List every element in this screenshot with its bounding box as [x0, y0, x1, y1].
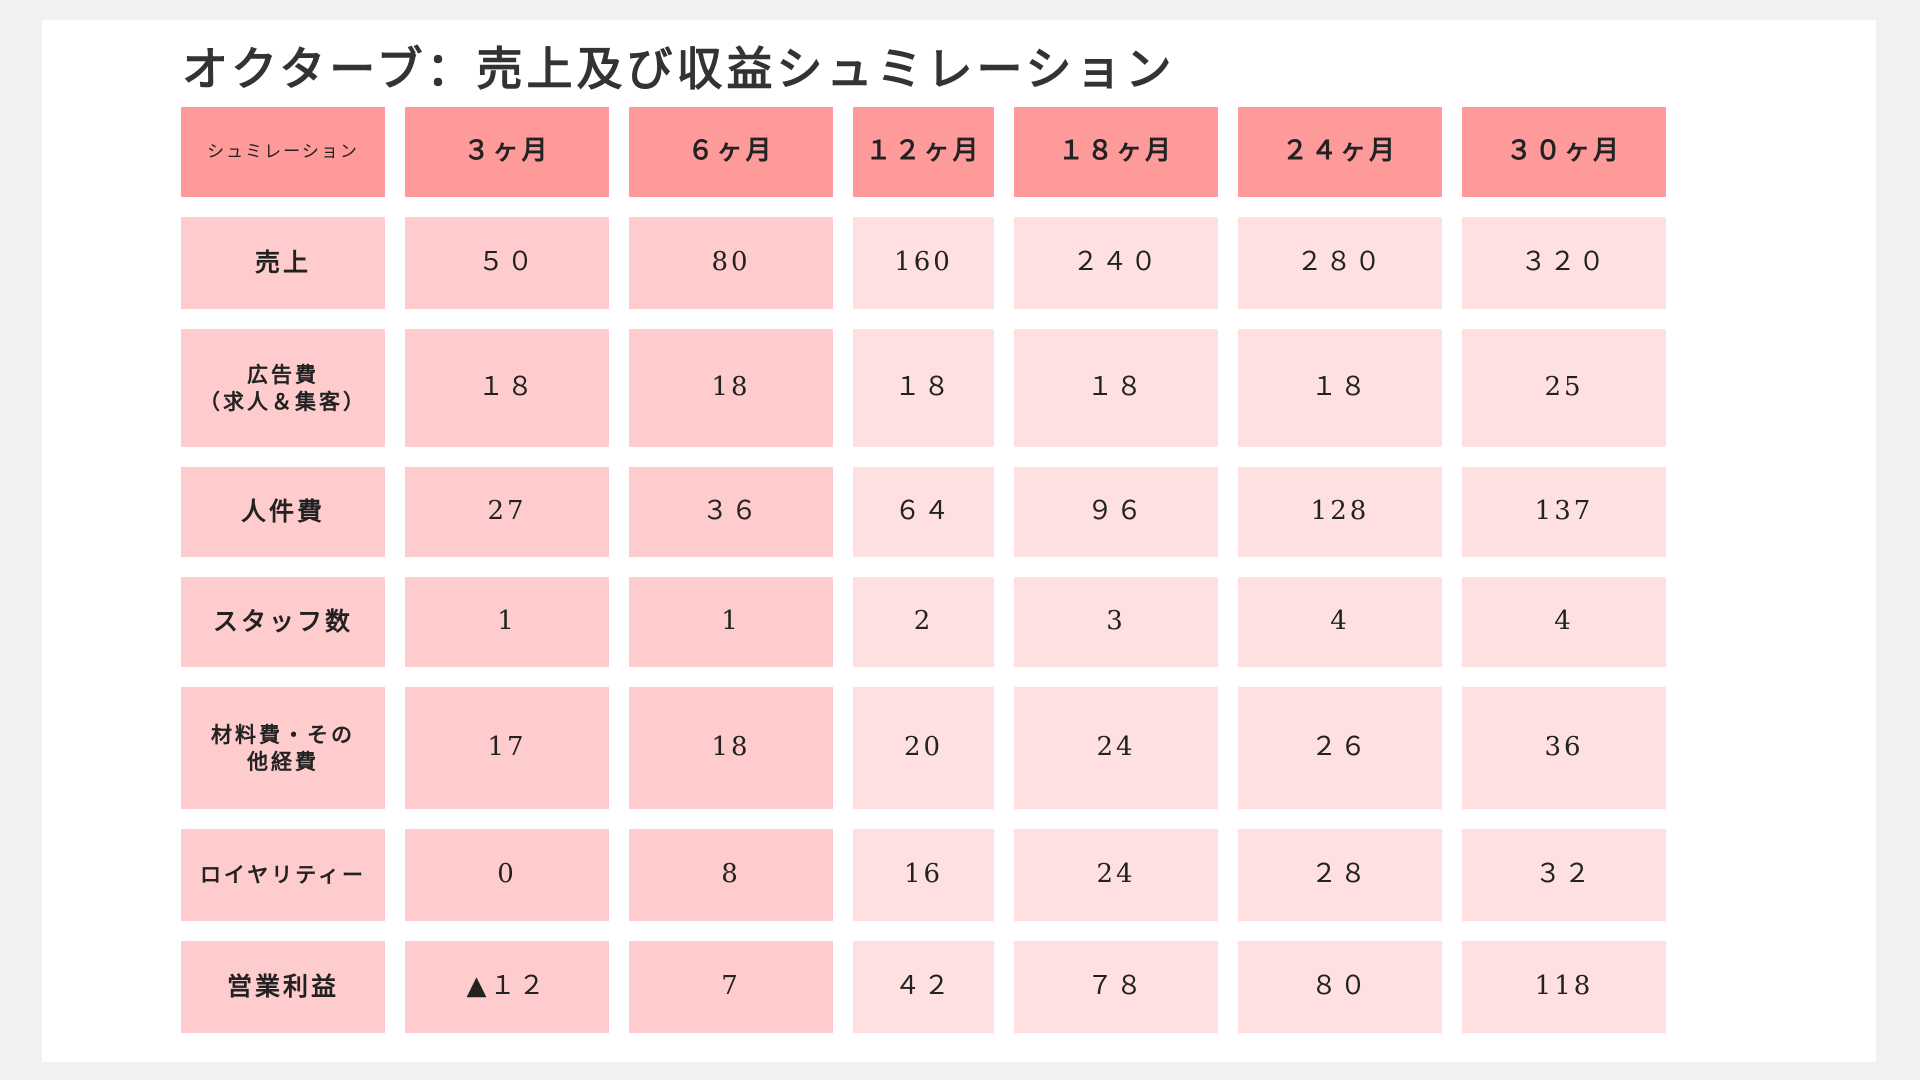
table-cell: ２４０ — [1014, 217, 1218, 309]
table-cell: 118 — [1462, 941, 1666, 1033]
table-cell: 7 — [629, 941, 833, 1033]
table-cell: 8 — [629, 829, 833, 921]
table-header-cell: ６ヶ月 — [629, 107, 833, 197]
table-header-cell: １２ヶ月 — [853, 107, 994, 197]
row-label-personnel: 人件費 — [181, 467, 385, 557]
table-cell: 17 — [405, 687, 609, 809]
table-cell: 16 — [853, 829, 994, 921]
table-header-cell: １８ヶ月 — [1014, 107, 1218, 197]
table-cell: ▲１２ — [405, 941, 609, 1033]
row-label-sales: 売上 — [181, 217, 385, 309]
row-label-operating-profit: 営業利益 — [181, 941, 385, 1033]
table-cell: １８ — [405, 329, 609, 447]
table-cell: 0 — [405, 829, 609, 921]
table-cell: 160 — [853, 217, 994, 309]
simulation-table: シュミレーション ３ヶ月 ６ヶ月 １２ヶ月 １８ヶ月 ２４ヶ月 ３０ヶ月 売上 … — [181, 107, 1666, 1033]
table-cell: 3 — [1014, 577, 1218, 667]
table-cell: 18 — [629, 687, 833, 809]
table-cell: １８ — [1238, 329, 1442, 447]
table-cell: ３２ — [1462, 829, 1666, 921]
table-cell: 24 — [1014, 829, 1218, 921]
table-header-cell: ２４ヶ月 — [1238, 107, 1442, 197]
row-label-advertising: 広告費 （求人＆集客） — [181, 329, 385, 447]
page-title: オクターブ：売上及び収益シュミレーション — [182, 42, 1176, 96]
table-cell: 1 — [629, 577, 833, 667]
table-cell: ２８ — [1238, 829, 1442, 921]
table-cell: 137 — [1462, 467, 1666, 557]
table-cell: 25 — [1462, 329, 1666, 447]
table-cell: １８ — [853, 329, 994, 447]
table-header-cell: ３０ヶ月 — [1462, 107, 1666, 197]
table-cell: 18 — [629, 329, 833, 447]
table-cell: １８ — [1014, 329, 1218, 447]
table-cell: ３２０ — [1462, 217, 1666, 309]
table-cell: ３６ — [629, 467, 833, 557]
table-cell: 36 — [1462, 687, 1666, 809]
table-cell: ５０ — [405, 217, 609, 309]
table-cell: ８０ — [1238, 941, 1442, 1033]
table-cell: ７８ — [1014, 941, 1218, 1033]
table-cell: ４２ — [853, 941, 994, 1033]
table-cell: 4 — [1238, 577, 1442, 667]
table-cell: 1 — [405, 577, 609, 667]
table-cell: 128 — [1238, 467, 1442, 557]
table-cell: ６４ — [853, 467, 994, 557]
table-cell: 80 — [629, 217, 833, 309]
slide: オクターブ：売上及び収益シュミレーション シュミレーション ３ヶ月 ６ヶ月 １２… — [42, 20, 1876, 1062]
table-cell: ２８０ — [1238, 217, 1442, 309]
table-header-corner: シュミレーション — [181, 107, 385, 197]
table-cell: 27 — [405, 467, 609, 557]
table-cell: 24 — [1014, 687, 1218, 809]
table-cell: 4 — [1462, 577, 1666, 667]
table-cell: ９６ — [1014, 467, 1218, 557]
table-cell: 20 — [853, 687, 994, 809]
table-cell: ２６ — [1238, 687, 1442, 809]
table-header-cell: ３ヶ月 — [405, 107, 609, 197]
row-label-royalty: ロイヤリティー — [181, 829, 385, 921]
table-cell: 2 — [853, 577, 994, 667]
row-label-materials: 材料費・その 他経費 — [181, 687, 385, 809]
row-label-staff-count: スタッフ数 — [181, 577, 385, 667]
